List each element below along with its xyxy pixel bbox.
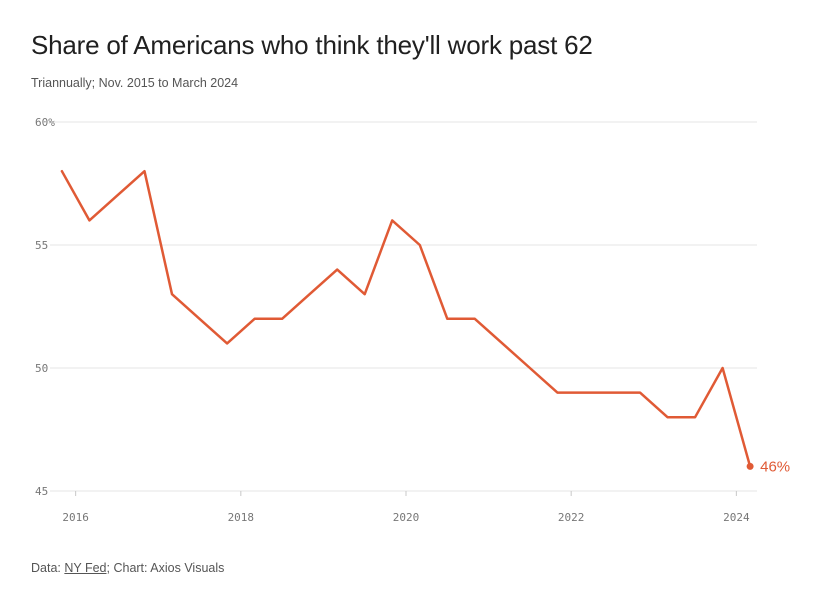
- y-tick-label: 60%: [35, 116, 55, 129]
- end-value-label: 46%: [760, 458, 790, 475]
- source-note: Data: NY Fed; Chart: Axios Visuals: [31, 561, 224, 575]
- source-prefix: Data:: [31, 561, 65, 575]
- source-credit: ; Chart: Axios Visuals: [106, 561, 225, 575]
- y-tick-label: 50: [35, 362, 48, 375]
- chart-title: Share of Americans who think they'll wor…: [31, 30, 593, 60]
- y-tick-label: 55: [35, 239, 48, 252]
- x-tick-label: 2016: [62, 511, 89, 524]
- chart-subtitle: Triannually; Nov. 2015 to March 2024: [31, 76, 239, 90]
- x-tick-label: 2020: [393, 511, 420, 524]
- end-point-marker: [746, 462, 754, 470]
- x-tick-label: 2018: [228, 511, 255, 524]
- x-tick-label: 2024: [723, 511, 750, 524]
- x-tick-label: 2022: [558, 511, 585, 524]
- series-line: [60, 169, 752, 468]
- source-link[interactable]: NY Fed: [64, 561, 107, 575]
- y-tick-label: 45: [35, 485, 48, 498]
